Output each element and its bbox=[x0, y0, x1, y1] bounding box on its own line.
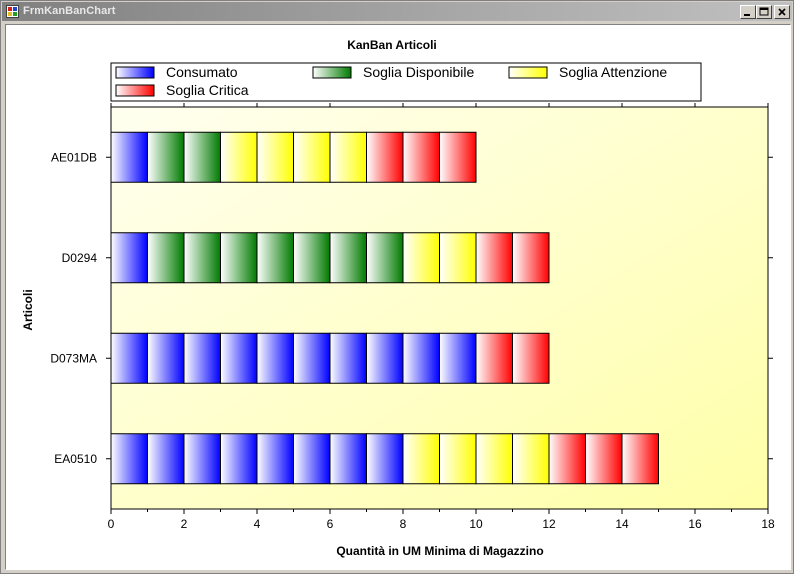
bar-segment-consumato bbox=[256, 332, 294, 384]
x-axis-label: Quantità in UM Minima di Magazzino bbox=[336, 544, 543, 558]
bar-segment-soglia-critica bbox=[621, 433, 659, 485]
legend-swatch bbox=[115, 84, 155, 97]
title-bar[interactable]: FrmKanBanChart bbox=[2, 2, 792, 21]
bar-segment-soglia-attenzione bbox=[512, 433, 550, 485]
bar-segment-soglia-disponibile bbox=[329, 232, 367, 284]
kanban-chart: 0 2 4 6 8 10 12 14 16 18 AE01DB D0294 D073MA EA0510 K… bbox=[21, 38, 775, 558]
bar-segment-consumato bbox=[147, 433, 185, 485]
bar-segment-consumato bbox=[220, 433, 258, 485]
legend-label: Soglia Disponibile bbox=[363, 64, 475, 80]
minimize-button[interactable] bbox=[740, 5, 756, 19]
bar-segment-soglia-disponibile bbox=[366, 232, 404, 284]
bar-segment-soglia-attenzione bbox=[256, 131, 294, 183]
bar-segment-soglia-attenzione bbox=[220, 131, 258, 183]
bar-segment-consumato bbox=[366, 332, 404, 384]
bar-segment-soglia-critica bbox=[402, 131, 440, 183]
bar-segment-soglia-critica bbox=[439, 131, 477, 183]
bar-segment-soglia-disponibile bbox=[220, 232, 258, 284]
y-tick-label: EA0510 bbox=[54, 452, 97, 466]
bar-segment-soglia-critica bbox=[512, 332, 550, 384]
bar-segment-soglia-disponibile bbox=[183, 232, 221, 284]
bar-segment-soglia-critica bbox=[548, 433, 586, 485]
y-tick-label: D0294 bbox=[62, 251, 98, 265]
maximize-icon bbox=[759, 7, 769, 16]
y-axis-label: Articoli bbox=[21, 289, 35, 330]
bar-segment-consumato bbox=[110, 131, 148, 183]
minimize-icon bbox=[744, 14, 750, 16]
close-button[interactable] bbox=[774, 5, 790, 19]
x-tick-label: 18 bbox=[761, 517, 775, 531]
legend: Consumato Soglia Disponibile Soglia Attenz… bbox=[110, 62, 702, 102]
bar-segment-consumato bbox=[110, 332, 148, 384]
bar-segment-soglia-disponibile bbox=[256, 232, 294, 284]
bar-segment-soglia-critica bbox=[475, 232, 513, 284]
bar-segment-consumato bbox=[183, 332, 221, 384]
y-tick-label: D073MA bbox=[50, 351, 97, 365]
bar-segment-consumato bbox=[293, 332, 331, 384]
legend-label: Soglia Attenzione bbox=[559, 64, 667, 80]
y-tick-label: AE01DB bbox=[51, 150, 97, 164]
x-tick-label: 16 bbox=[688, 517, 702, 531]
legend-box bbox=[110, 62, 702, 102]
bar-segment-consumato bbox=[220, 332, 258, 384]
bar-segment-soglia-attenzione bbox=[439, 232, 477, 284]
bar-segment-consumato bbox=[183, 433, 221, 485]
close-icon bbox=[778, 8, 786, 16]
x-tick-label: 4 bbox=[254, 517, 261, 531]
legend-swatch bbox=[312, 66, 352, 79]
bar-segment-consumato bbox=[329, 332, 367, 384]
bar-segment-consumato bbox=[366, 433, 404, 485]
chart-title: KanBan Articoli bbox=[347, 38, 437, 52]
bar-segment-soglia-attenzione bbox=[402, 232, 440, 284]
chart-area: 0 2 4 6 8 10 12 14 16 18 AE01DB D0294 D073MA EA0510 K… bbox=[5, 24, 791, 570]
x-tick-label: 10 bbox=[469, 517, 483, 531]
x-tick-label: 2 bbox=[181, 517, 188, 531]
legend-swatch bbox=[115, 66, 155, 79]
maximize-button[interactable] bbox=[756, 5, 772, 19]
legend-label: Consumato bbox=[166, 64, 238, 80]
bar-segment-soglia-attenzione bbox=[329, 131, 367, 183]
bar-segment-soglia-critica bbox=[366, 131, 404, 183]
bar-segment-consumato bbox=[256, 433, 294, 485]
bar-segment-consumato bbox=[439, 332, 477, 384]
x-tick-label: 12 bbox=[542, 517, 556, 531]
bar-segment-soglia-critica bbox=[585, 433, 623, 485]
bar-segment-consumato bbox=[293, 433, 331, 485]
bar-segment-soglia-attenzione bbox=[439, 433, 477, 485]
bar-segment-consumato bbox=[147, 332, 185, 384]
bar-segment-consumato bbox=[329, 433, 367, 485]
bar-segment-soglia-critica bbox=[512, 232, 550, 284]
x-tick-label: 6 bbox=[327, 517, 334, 531]
bar-segment-soglia-disponibile bbox=[147, 232, 185, 284]
bar-segment-soglia-attenzione bbox=[293, 131, 331, 183]
bar-segment-soglia-attenzione bbox=[402, 433, 440, 485]
x-tick-label: 14 bbox=[615, 517, 629, 531]
app-icon bbox=[6, 5, 19, 18]
legend-label: Soglia Critica bbox=[166, 82, 249, 98]
x-tick-label: 0 bbox=[108, 517, 115, 531]
window-title: FrmKanBanChart bbox=[23, 5, 116, 17]
bar-segment-soglia-attenzione bbox=[475, 433, 513, 485]
bar-segment-soglia-disponibile bbox=[147, 131, 185, 183]
bar-segment-soglia-disponibile bbox=[183, 131, 221, 183]
legend-swatch bbox=[508, 66, 548, 79]
bar-segment-consumato bbox=[110, 433, 148, 485]
x-tick-label: 8 bbox=[400, 517, 407, 531]
bar-segment-soglia-disponibile bbox=[293, 232, 331, 284]
bar-segment-soglia-critica bbox=[475, 332, 513, 384]
bar-segment-consumato bbox=[402, 332, 440, 384]
bar-segment-consumato bbox=[110, 232, 148, 284]
